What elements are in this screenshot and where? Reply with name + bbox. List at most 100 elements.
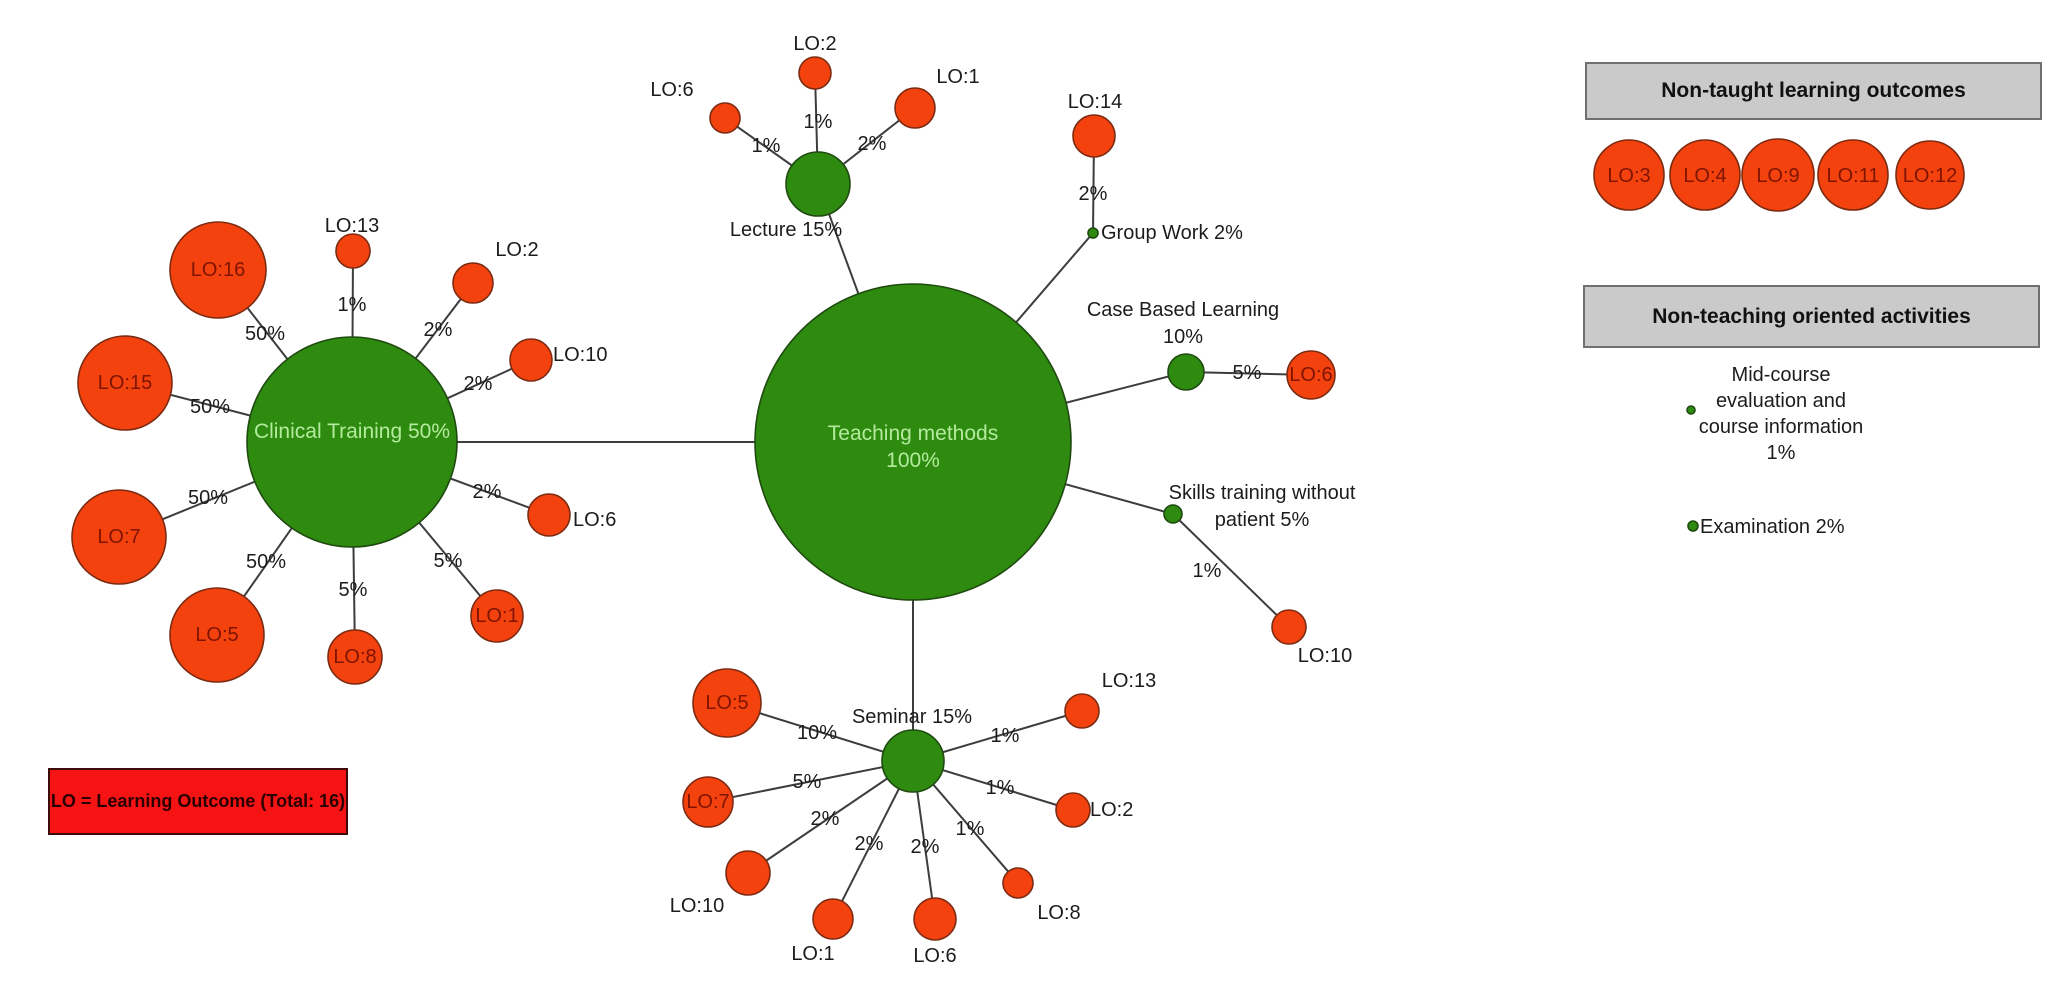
pct-label: 1% — [991, 725, 1020, 747]
pct-label: 50% — [190, 396, 230, 418]
pct-label: 10% — [797, 722, 837, 744]
legend-box: LO = Learning Outcome (Total: 16) — [48, 768, 348, 835]
pct-label: 2% — [811, 808, 840, 830]
case-based-learning-label: Case Based Learning 10% — [1087, 299, 1279, 348]
group-work-label: Group Work 2% — [1101, 222, 1243, 244]
node-c_lo15 — [77, 335, 173, 431]
node-cb_lo6 — [1286, 350, 1336, 400]
node-se_lo10 — [725, 850, 771, 896]
pct-label: 1% — [752, 135, 781, 157]
pct-label: 50% — [245, 323, 285, 345]
node-se_lo13 — [1064, 693, 1100, 729]
lo-label: LO:1 — [791, 943, 834, 965]
node-g_lo14 — [1072, 114, 1116, 158]
lo-label: LO:10 — [1298, 645, 1352, 667]
node-skills — [1163, 504, 1183, 524]
edge-seminar-se_lo10 — [747, 760, 914, 874]
node-c_lo16 — [169, 221, 267, 319]
lo-label: LO:2 — [495, 239, 538, 261]
node-c_lo2 — [452, 262, 494, 304]
node-exam_dot — [1687, 520, 1699, 532]
lo-label: LO:16 — [191, 259, 245, 281]
non-teaching-header: Non-teaching oriented activities — [1583, 285, 2040, 348]
lo-label: LO:1 — [936, 66, 979, 88]
lo-label: LO:8 — [333, 646, 376, 668]
lo-label: LO:10 — [553, 344, 607, 366]
node-clinical — [246, 336, 458, 548]
pct-label: 50% — [246, 551, 286, 573]
lo-label: LO:10 — [670, 895, 724, 917]
node-teaching — [754, 283, 1072, 601]
node-l_lo1 — [894, 87, 936, 129]
lo-label: LO:7 — [97, 526, 140, 548]
non-taught-header: Non-taught learning outcomes — [1585, 62, 2042, 120]
non-taught-title: Non-taught learning outcomes — [1661, 79, 1966, 102]
pct-label: 1% — [338, 294, 367, 316]
lo-label: LO:4 — [1683, 165, 1726, 187]
seminar-label: Seminar 15% — [852, 706, 972, 728]
node-c_lo7 — [71, 489, 167, 585]
node-groupwork — [1087, 227, 1099, 239]
lo-label: LO:14 — [1068, 91, 1122, 113]
pct-label: 1% — [956, 818, 985, 840]
lo-label: LO:7 — [686, 791, 729, 813]
lo-label: LO:5 — [195, 624, 238, 646]
node-seminar — [881, 729, 945, 793]
lo-label: LO:13 — [1102, 670, 1156, 692]
skills-training-label: Skills training without patient 5% — [1169, 482, 1356, 531]
legend-text: LO = Learning Outcome (Total: 16) — [50, 791, 346, 811]
lo-label: LO:1 — [475, 605, 518, 627]
node-cbl — [1167, 353, 1205, 391]
pct-label: 1% — [986, 777, 1015, 799]
lo-label: LO:9 — [1756, 165, 1799, 187]
lo-label: LO:2 — [1090, 799, 1133, 821]
pct-label: 2% — [473, 481, 502, 503]
lecture-label: Lecture 15% — [730, 219, 843, 241]
edge-seminar-se_lo7 — [707, 760, 914, 803]
lo-label: LO:12 — [1903, 165, 1957, 187]
node-l_lo2 — [798, 56, 832, 90]
lo-label: LO:3 — [1607, 165, 1650, 187]
node-c_lo1 — [470, 589, 524, 643]
node-se_lo8 — [1002, 867, 1034, 899]
pct-label: 5% — [434, 550, 463, 572]
non-teaching-title: Non-teaching oriented activities — [1652, 304, 1971, 328]
lo-label: LO:11 — [1827, 165, 1880, 187]
node-c_lo6 — [527, 493, 571, 537]
pct-label: 5% — [1233, 362, 1262, 384]
lo-label: LO:6 — [1289, 364, 1332, 386]
node-p_lo12 — [1895, 140, 1965, 210]
node-lecture — [785, 151, 851, 217]
pct-label: 2% — [855, 833, 884, 855]
node-p_lo9 — [1741, 138, 1815, 212]
lo-label: LO:13 — [325, 215, 379, 237]
node-p_lo3 — [1593, 139, 1665, 211]
pct-label: 2% — [424, 319, 453, 341]
node-c_lo5 — [169, 587, 265, 683]
teaching-methods-label: Teaching methods 100% — [828, 422, 998, 472]
edge-skills-s_lo10 — [1172, 513, 1290, 628]
lo-label: LO:6 — [650, 79, 693, 101]
lo-label: LO:15 — [98, 372, 152, 394]
clinical-training-label: Clinical Training 50% — [254, 420, 450, 443]
pct-label: 1% — [804, 111, 833, 133]
node-c_lo13 — [335, 233, 371, 269]
lo-label: LO:6 — [573, 509, 616, 531]
pct-label: 2% — [858, 133, 887, 155]
pct-label: 1% — [1193, 560, 1222, 582]
lo-label: LO:5 — [705, 692, 748, 714]
node-se_lo7 — [682, 776, 734, 828]
node-s_lo10 — [1271, 609, 1307, 645]
lo-label: LO:8 — [1037, 902, 1080, 924]
mid-course-label: Mid-course evaluation and course informati… — [1699, 364, 1864, 464]
pct-label: 5% — [793, 771, 822, 793]
node-p_lo4 — [1669, 139, 1741, 211]
pct-label: 50% — [188, 487, 228, 509]
node-se_lo5 — [692, 668, 762, 738]
pct-label: 2% — [464, 373, 493, 395]
lo-label: LO:2 — [793, 33, 836, 55]
node-midcourse_dot — [1686, 405, 1696, 415]
pct-label: 5% — [339, 579, 368, 601]
